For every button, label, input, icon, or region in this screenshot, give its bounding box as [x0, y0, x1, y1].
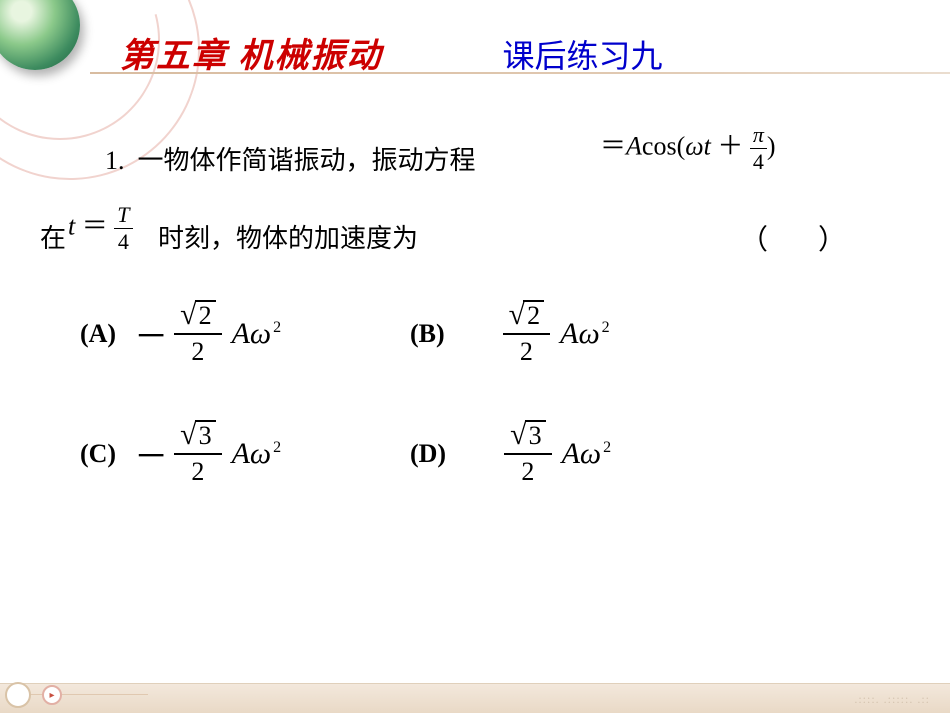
option-A: (A) － √2 2 Aω2 — [80, 300, 281, 367]
footer-dots-icon: .::::. .:::::. .:: — [854, 692, 930, 707]
eq-omega: ω — [685, 131, 703, 160]
option-A-neg: － — [134, 309, 168, 358]
option-D-root: 3 — [525, 420, 546, 450]
eq-cos: cos( — [642, 131, 685, 160]
text-zai: 在 — [40, 218, 66, 255]
exercise-title: 课后练习九 — [503, 31, 663, 77]
footer-nav-icon: ▸ — [42, 685, 62, 705]
eq-T: T — [114, 202, 132, 228]
problem-text: 1. 一物体作简谐振动，振动方程 — [105, 140, 476, 177]
option-A-root: 2 — [195, 300, 216, 330]
sqrt-icon: √3 — [510, 420, 545, 450]
option-D-den: 2 — [504, 453, 551, 487]
option-B-den: 2 — [503, 333, 550, 367]
paren-close: ） — [818, 225, 846, 256]
option-C-root: 3 — [195, 420, 216, 450]
problem-number: 1. — [105, 146, 125, 175]
eq-four-b: 4 — [114, 228, 132, 255]
sqrt-icon: √3 — [180, 420, 215, 450]
option-D-tail: Aω2 — [562, 437, 612, 471]
option-D-label: (D) — [410, 439, 446, 469]
answer-blank: （） — [740, 218, 846, 258]
option-A-tail: Aω2 — [232, 317, 282, 351]
eq-A: A — [626, 131, 642, 160]
eq-pi: π — [750, 122, 767, 148]
problem-text-before-eq: 一物体作简谐振动，振动方程 — [138, 146, 476, 175]
option-B-tail: Aω2 — [560, 317, 610, 351]
option-C-den: 2 — [174, 453, 221, 487]
option-D-fraction: √3 2 — [504, 420, 551, 487]
option-D: (D) √3 2 Aω2 — [410, 420, 611, 487]
equation-main: ＝Acos(ωt ＋ π 4 ) — [600, 122, 776, 175]
chapter-title: 第五章 机械振动 — [120, 28, 383, 77]
option-C-label: (C) — [80, 439, 116, 469]
option-B: (B) √2 2 Aω2 — [410, 300, 610, 367]
slide-content: 1. 一物体作简谐振动，振动方程 ＝Acos(ωt ＋ π 4 ) 在 t ＝ … — [40, 120, 910, 300]
paren-open: （ — [740, 225, 768, 256]
option-C-neg: － — [134, 429, 168, 478]
equation-time: t ＝ T 4 — [68, 202, 133, 255]
eq-t-var: t — [68, 211, 75, 240]
sqrt-icon: √2 — [509, 300, 544, 330]
sqrt-icon: √2 — [180, 300, 215, 330]
eq-plus: ＋ — [717, 131, 743, 160]
eq-equals: ＝ — [600, 131, 626, 160]
option-C-tail: Aω2 — [232, 437, 282, 471]
option-B-root: 2 — [523, 300, 544, 330]
footer-circle-icon — [5, 682, 31, 708]
footer-bar: .::::. .:::::. .:: — [0, 683, 950, 713]
eq-four: 4 — [750, 148, 767, 175]
eq-t: t — [704, 131, 711, 160]
eq-fraction-T-4: T 4 — [114, 202, 132, 255]
option-C: (C) － √3 2 Aω2 — [80, 420, 281, 487]
problem-line-2: 在 t ＝ T 4 时刻，物体的加速度为 （） — [40, 210, 910, 270]
option-C-fraction: √3 2 — [174, 420, 221, 487]
slide-header: 第五章 机械振动 课后练习九 — [120, 28, 910, 77]
option-A-label: (A) — [80, 319, 116, 349]
option-A-fraction: √2 2 — [174, 300, 221, 367]
option-B-label: (B) — [410, 319, 445, 349]
text-after-time: 时刻，物体的加速度为 — [158, 218, 418, 255]
eq-fraction-pi-4: π 4 — [750, 122, 767, 175]
eq-close-paren: ) — [767, 131, 776, 160]
option-A-den: 2 — [174, 333, 221, 367]
eq-equals-sign: ＝ — [82, 211, 108, 240]
option-B-fraction: √2 2 — [503, 300, 550, 367]
problem-line-1: 1. 一物体作简谐振动，振动方程 ＝Acos(ωt ＋ π 4 ) — [40, 120, 910, 210]
